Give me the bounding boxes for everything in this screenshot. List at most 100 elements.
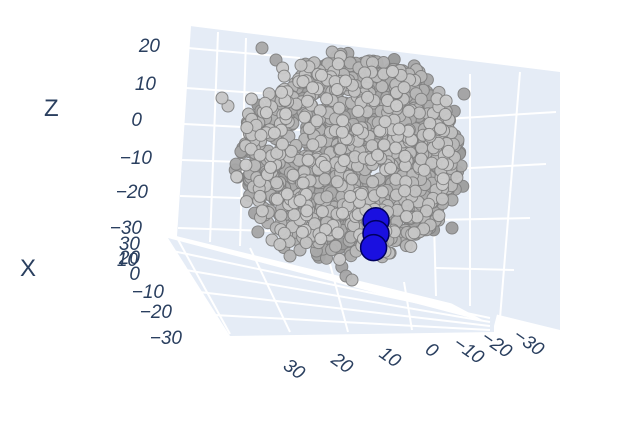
background-point xyxy=(302,122,316,135)
background-point xyxy=(306,138,320,152)
background-point xyxy=(336,114,350,128)
background-point xyxy=(267,126,281,140)
background-point xyxy=(240,195,253,209)
background-point xyxy=(315,205,329,219)
background-point xyxy=(361,90,375,104)
background-point xyxy=(296,176,310,190)
x-tick: −30 xyxy=(150,328,183,349)
background-point xyxy=(422,127,436,141)
background-point xyxy=(378,115,392,129)
background-point xyxy=(375,80,389,94)
background-point xyxy=(414,92,428,106)
background-point xyxy=(283,249,297,263)
background-point xyxy=(432,209,446,223)
y-tick: 10 xyxy=(375,343,405,373)
background-point xyxy=(254,128,268,142)
background-point xyxy=(350,122,364,136)
background-point xyxy=(255,41,269,55)
background-point xyxy=(280,187,294,201)
background-point xyxy=(277,69,291,83)
background-point xyxy=(270,176,284,190)
background-point xyxy=(423,116,437,130)
x-axis-title: X xyxy=(20,255,36,282)
background-point xyxy=(320,92,334,106)
background-point xyxy=(306,81,320,95)
background-point xyxy=(230,170,244,184)
background-point xyxy=(384,161,398,175)
background-point xyxy=(318,159,332,173)
background-point xyxy=(318,172,332,186)
background-point xyxy=(412,106,426,120)
background-point xyxy=(345,273,359,287)
x-tick: 10 xyxy=(117,250,139,271)
background-point xyxy=(331,57,345,71)
background-point xyxy=(301,153,315,167)
background-point xyxy=(371,148,385,162)
background-point xyxy=(300,204,314,218)
background-point xyxy=(239,158,253,172)
background-point xyxy=(389,141,403,155)
z-tick: 20 xyxy=(138,36,161,57)
background-point xyxy=(314,232,328,246)
background-point xyxy=(445,221,459,235)
background-point xyxy=(335,125,349,139)
background-point xyxy=(450,171,464,184)
background-point xyxy=(296,75,310,88)
background-point xyxy=(320,190,334,204)
x-tick: 0 xyxy=(129,264,140,285)
background-point xyxy=(329,239,343,253)
y-tick: 0 xyxy=(421,339,442,363)
background-point xyxy=(245,92,258,106)
background-point xyxy=(420,204,433,218)
background-point xyxy=(417,163,431,177)
background-point xyxy=(434,122,447,136)
background-point xyxy=(330,175,344,189)
z-tick: −10 xyxy=(120,148,153,169)
background-point xyxy=(408,184,422,198)
background-point xyxy=(377,56,391,69)
background-point xyxy=(332,101,346,115)
background-point xyxy=(397,81,411,95)
background-point xyxy=(274,208,288,222)
background-point xyxy=(251,225,265,239)
z-tick: 10 xyxy=(135,74,157,95)
y-tick: −30 xyxy=(509,325,548,361)
background-point xyxy=(253,148,267,162)
background-point xyxy=(294,58,308,72)
background-point xyxy=(386,65,399,78)
background-point xyxy=(431,136,445,150)
background-point xyxy=(355,187,368,201)
background-point xyxy=(392,122,406,136)
background-point xyxy=(315,68,328,82)
background-point xyxy=(331,226,345,240)
background-point xyxy=(441,144,455,158)
background-point xyxy=(457,87,471,101)
highlight-point xyxy=(359,233,388,262)
z-ticks: 20 10 0 −10 −20 −30 xyxy=(110,36,161,239)
background-point xyxy=(360,76,374,90)
background-point xyxy=(244,142,258,156)
background-point xyxy=(215,91,229,105)
z-tick: −20 xyxy=(116,182,149,203)
background-point xyxy=(436,172,450,186)
background-point xyxy=(275,137,289,151)
background-point xyxy=(398,149,412,163)
floor-plane xyxy=(168,238,494,336)
background-point xyxy=(298,110,312,124)
highlight-points xyxy=(359,207,390,262)
background-point xyxy=(277,226,291,240)
background-point xyxy=(273,238,287,251)
background-point xyxy=(351,104,365,118)
background-point xyxy=(404,240,418,253)
background-point xyxy=(436,156,449,170)
background-point xyxy=(295,225,309,239)
background-point xyxy=(366,175,380,189)
y-tick: 20 xyxy=(326,348,357,378)
y-tick: 30 xyxy=(279,355,309,385)
background-point xyxy=(400,210,413,224)
background-point xyxy=(435,192,449,206)
background-point xyxy=(339,74,352,88)
x-tick: −20 xyxy=(140,302,173,323)
background-point xyxy=(264,160,277,174)
